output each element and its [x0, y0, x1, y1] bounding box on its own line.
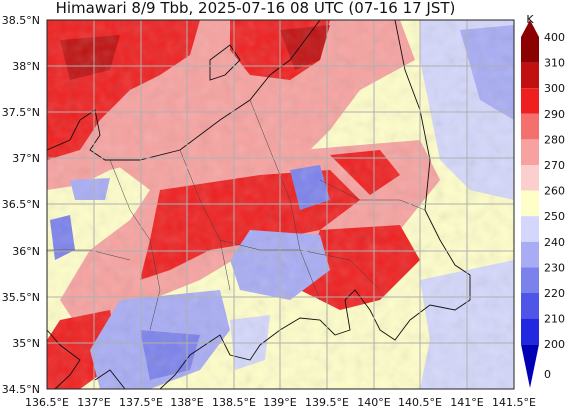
colorbar-label: 280 — [544, 133, 565, 146]
colorbar-label: 400 — [544, 31, 565, 44]
latitude-labels: 38.5°N 38°N 37.5°N 37°N 36.5°N 36°N 35.5… — [2, 14, 40, 396]
lon-label: 141°E — [450, 396, 483, 409]
colorbar-label: 290 — [544, 108, 565, 121]
colorbar-label: 250 — [544, 210, 565, 223]
lat-label: 35°N — [12, 337, 40, 350]
colorbar-label: 260 — [544, 185, 565, 198]
colorbar-label: 200 — [544, 338, 565, 351]
colorbar-label: 0 — [544, 368, 551, 381]
lat-label: 38°N — [12, 60, 40, 73]
colorbar-label: 220 — [544, 287, 565, 300]
lon-label: 136.5°E — [25, 396, 69, 409]
lat-label: 37°N — [12, 152, 40, 165]
colorbar-label: 310 — [544, 57, 565, 70]
lon-label: 141.5°E — [492, 396, 536, 409]
colorbar-extend-top — [521, 20, 539, 37]
lat-label: 34.5°N — [2, 383, 40, 396]
colorbar-unit: K — [526, 13, 534, 26]
colorbar-label: 210 — [544, 313, 565, 326]
map-frame — [46, 19, 515, 390]
colorbar-label: 300 — [544, 82, 565, 95]
colorbar-label: 240 — [544, 236, 565, 249]
lat-label: 38.5°N — [2, 14, 40, 27]
graticule — [47, 20, 514, 389]
colorbar-swatch — [521, 318, 539, 345]
colorbar-swatch — [521, 139, 539, 165]
lon-label: 138.5°E — [212, 396, 256, 409]
colorbar-swatch — [521, 267, 539, 293]
longitude-labels: 136.5°E 137°E 137.5°E 138°E 138.5°E 139°… — [25, 396, 536, 409]
lon-label: 140°E — [357, 396, 390, 409]
colorbar-swatch — [521, 190, 539, 217]
colorbar-swatch — [521, 241, 539, 268]
lat-label: 36.5°N — [2, 198, 40, 211]
colorbar-swatch — [521, 62, 539, 89]
lat-label: 35.5°N — [2, 291, 40, 304]
colorbar-label: 270 — [544, 159, 565, 172]
coastline — [47, 20, 471, 389]
prefecture-boundaries — [47, 99, 426, 331]
lon-label: 138°E — [170, 396, 203, 409]
map-title: Himawari 8/9 Tbb, 2025-07-16 08 UTC (07-… — [55, 0, 456, 17]
lat-label: 37.5°N — [2, 106, 40, 119]
lon-label: 139°E — [263, 396, 296, 409]
colorbar-swatch — [521, 216, 539, 242]
colorbar-swatch — [521, 88, 539, 114]
lon-label: 139.5°E — [305, 396, 349, 409]
colorbar-swatch — [521, 293, 539, 319]
lon-label: 137.5°E — [119, 396, 163, 409]
colorbar-label: 230 — [544, 261, 565, 274]
colorbar-swatch — [521, 165, 539, 191]
colorbar-swatch — [521, 37, 539, 63]
colorbar: K 400 310 300 290 280 270 260 250 240 23… — [521, 13, 565, 388]
lat-label: 36°N — [12, 245, 40, 258]
lon-label: 140.5°E — [398, 396, 442, 409]
colorbar-swatch — [521, 113, 539, 140]
colorbar-extend-bottom — [521, 344, 539, 388]
lon-label: 137°E — [77, 396, 110, 409]
